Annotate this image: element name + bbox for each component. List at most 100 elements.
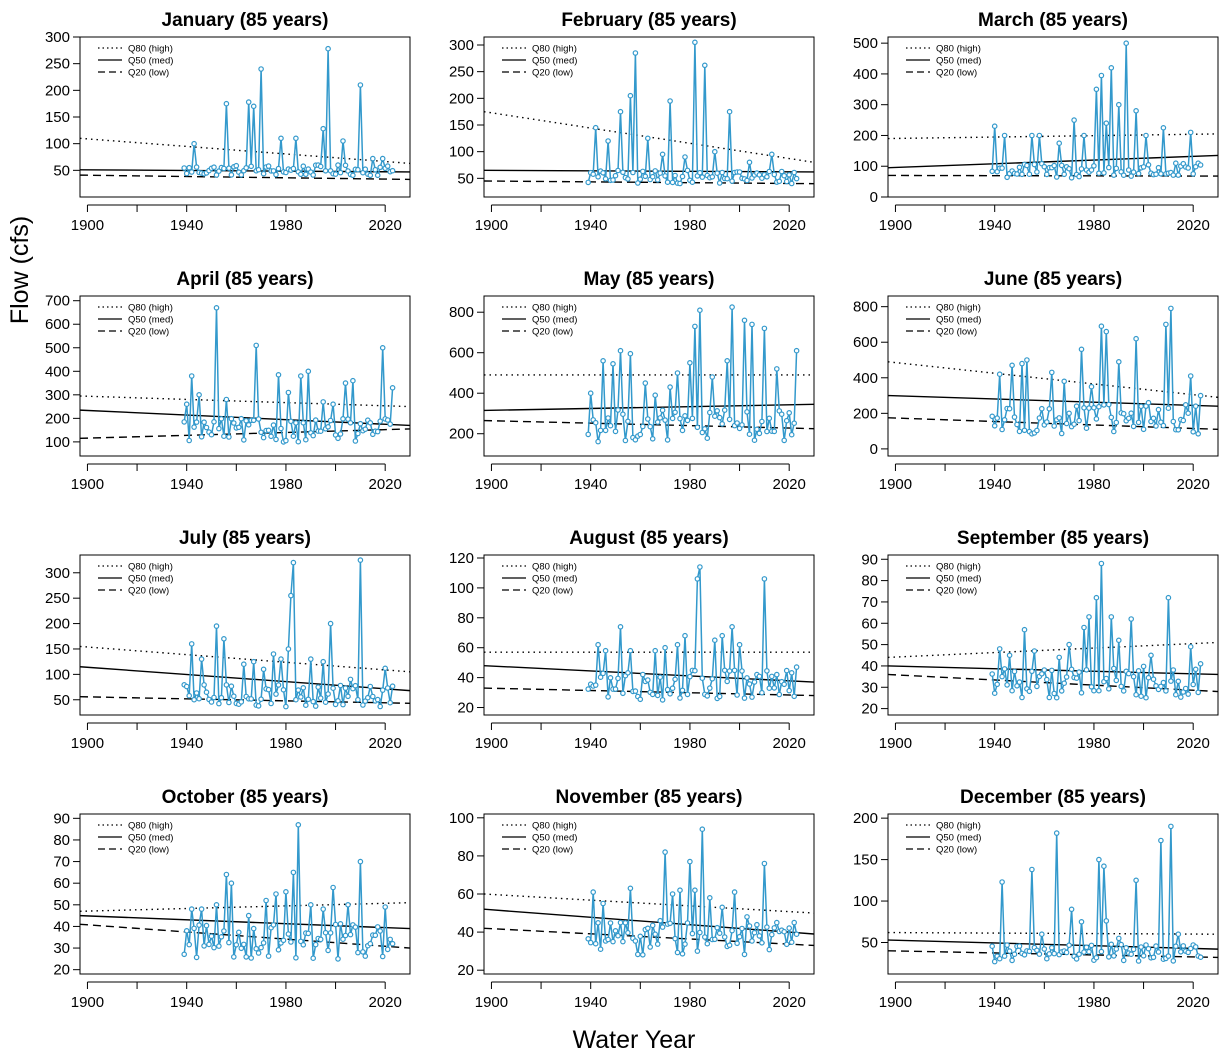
data-point [1185, 691, 1192, 697]
data-point [1125, 415, 1132, 422]
data-point [1021, 427, 1028, 434]
data-point [1009, 687, 1015, 694]
data-point [746, 159, 753, 166]
data-point [325, 691, 331, 697]
data-point [634, 951, 641, 958]
data-point [1150, 954, 1157, 961]
data-point [1049, 369, 1055, 376]
panel: October (85 years) 20 30 40 50 60 70 80 90 1900 19… [53, 787, 411, 1011]
data-point [677, 415, 683, 422]
y-tick-label: 40 [457, 924, 474, 941]
data-point [726, 668, 733, 674]
data-point [704, 940, 711, 947]
legend-label: Q80 (high) [532, 821, 577, 832]
data-point [719, 169, 726, 176]
data-point [1081, 404, 1087, 411]
legend: Q80 (high)Q50 (med)Q20 (low) [906, 562, 981, 597]
data-point [677, 180, 683, 187]
plot-frame [887, 813, 1219, 975]
data-point [226, 434, 232, 440]
data-point [241, 941, 247, 948]
trend-line-q80 [79, 901, 411, 912]
data-point [699, 675, 706, 682]
data-point [786, 925, 793, 931]
data-point [260, 170, 267, 177]
data-point [669, 891, 676, 897]
data-point [1061, 171, 1068, 178]
x-tick-label: 1940 [574, 735, 607, 752]
y-tick-label: 800 [853, 299, 878, 316]
data-point [1165, 405, 1172, 412]
data-point [761, 576, 768, 582]
data-point [771, 171, 778, 178]
data-point [726, 108, 733, 115]
data-point [213, 623, 220, 629]
data-point [672, 172, 678, 179]
data-point [367, 419, 374, 426]
plot-frame [887, 295, 1219, 457]
trend-line-q20 [483, 180, 815, 185]
data-point [1170, 172, 1177, 178]
data-point [644, 677, 651, 683]
data-point [327, 930, 334, 936]
data-point [729, 304, 735, 310]
data-point [773, 366, 780, 372]
data-point [1113, 419, 1120, 426]
data-point [337, 682, 344, 689]
data-point [290, 165, 297, 172]
data-point [1197, 162, 1204, 168]
data-point [1135, 667, 1142, 674]
data-point [263, 897, 269, 904]
data-point [1163, 688, 1169, 694]
data-point [699, 826, 706, 833]
data-point [1088, 167, 1095, 173]
data-point [236, 424, 242, 431]
y-tick-label: 100 [45, 136, 70, 153]
y-tick-label: 300 [449, 37, 474, 54]
data-point [253, 342, 260, 349]
data-point [203, 424, 210, 431]
data-point [1036, 132, 1043, 139]
data-point [255, 703, 262, 709]
y-tick-label: 100 [45, 666, 70, 683]
data-point [1190, 171, 1197, 177]
data-point [1078, 918, 1085, 925]
data-point [387, 421, 394, 427]
trend-line-q20 [483, 687, 815, 697]
data-point [721, 934, 728, 940]
data-point [268, 433, 274, 440]
data-point [1036, 951, 1043, 957]
data-point [1034, 427, 1040, 434]
y-tick-label: 200 [449, 90, 474, 107]
panel-title: June (85 years) [984, 269, 1122, 290]
legend: Q80 (high)Q50 (med)Q20 (low) [502, 44, 577, 79]
data-point [1011, 414, 1018, 420]
y-tick-label: 70 [861, 594, 878, 611]
data-point [605, 694, 611, 700]
data-point [1187, 643, 1194, 650]
data-point [1026, 171, 1033, 178]
data-point [1063, 949, 1070, 956]
data-point [1150, 415, 1157, 422]
data-point [238, 172, 245, 178]
data-point [1173, 943, 1179, 950]
legend-label: Q50 (med) [936, 574, 981, 585]
data-point [330, 401, 336, 408]
data-point [245, 912, 252, 919]
data-point [248, 955, 255, 961]
data-point [379, 953, 386, 960]
data-point [300, 941, 307, 948]
data-point [1135, 958, 1142, 964]
trend-line-q80 [79, 137, 411, 165]
data-point [1073, 956, 1080, 962]
x-tick-label: 1980 [269, 994, 302, 1011]
x-tick-label: 1980 [673, 476, 706, 493]
data-point [1071, 421, 1077, 428]
data-point [791, 919, 798, 926]
data-point [625, 929, 631, 936]
data-point [1145, 162, 1152, 168]
y-tick-label: 400 [45, 363, 70, 380]
data-point [382, 665, 389, 672]
data-point [771, 925, 778, 931]
legend-label: Q50 (med) [532, 56, 577, 67]
